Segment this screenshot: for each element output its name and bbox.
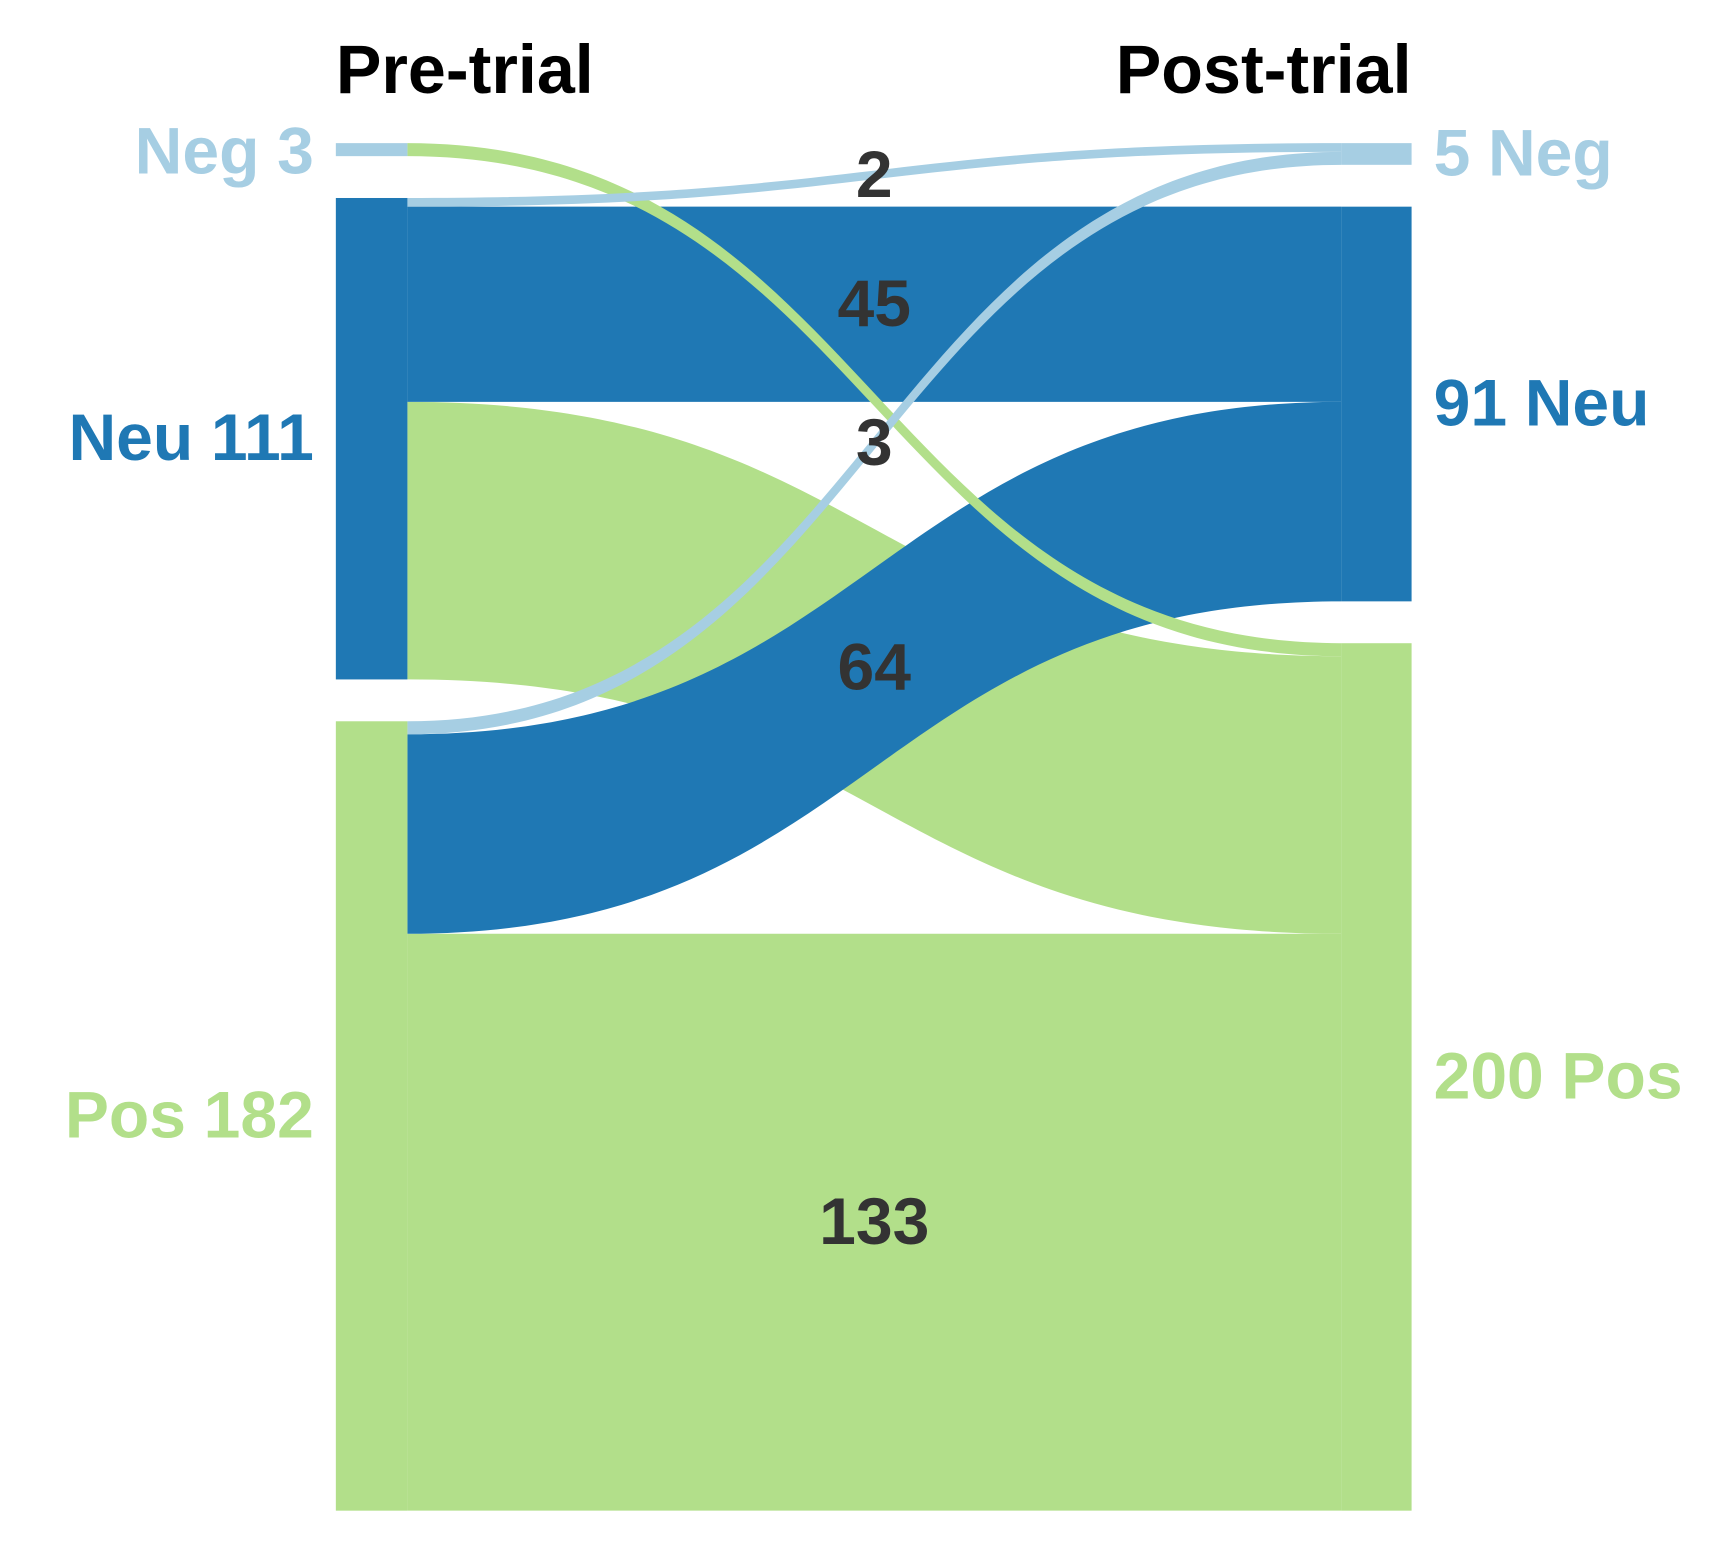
node-label: Neg 3 xyxy=(135,114,314,188)
node xyxy=(335,721,408,1511)
node-name: Neu xyxy=(1525,366,1650,440)
links xyxy=(407,143,1342,1511)
node xyxy=(1341,206,1412,602)
link-label: 64 xyxy=(838,630,912,704)
column-title: Pre-trial xyxy=(336,32,594,108)
node-name: Pos xyxy=(65,1078,186,1152)
column-title: Post-trial xyxy=(1116,32,1412,108)
node-name: Neu xyxy=(68,401,193,475)
node-label: 91 Neu xyxy=(1434,366,1650,440)
nodes xyxy=(335,143,1412,1511)
node-name: Neg xyxy=(135,114,260,188)
link xyxy=(407,143,1342,657)
node-label: Pos 182 xyxy=(65,1078,314,1152)
link-label: 3 xyxy=(856,405,893,479)
link-label: 133 xyxy=(819,1184,929,1258)
link xyxy=(407,401,1342,934)
node xyxy=(335,143,408,157)
node xyxy=(335,197,408,680)
node-value: 200 xyxy=(1434,1039,1544,1113)
node-label: 200 Pos xyxy=(1434,1039,1683,1113)
node-label: 5 Neg xyxy=(1434,116,1613,190)
link xyxy=(407,151,1342,735)
node-value: 182 xyxy=(204,1078,314,1152)
node xyxy=(1341,643,1412,1511)
node-label: Neu 111 xyxy=(68,401,313,475)
node-value: 5 xyxy=(1434,116,1471,190)
link xyxy=(407,206,1342,402)
node-name: Neg xyxy=(1488,116,1613,190)
node-value: 111 xyxy=(211,401,314,475)
node-value: 3 xyxy=(277,114,314,188)
link xyxy=(407,143,1342,207)
link xyxy=(407,933,1342,1511)
link-label: 2 xyxy=(856,137,893,211)
node-value: 91 xyxy=(1434,366,1507,440)
link-label: 45 xyxy=(838,266,911,340)
node-name: Pos xyxy=(1561,1039,1682,1113)
node xyxy=(1341,143,1412,165)
